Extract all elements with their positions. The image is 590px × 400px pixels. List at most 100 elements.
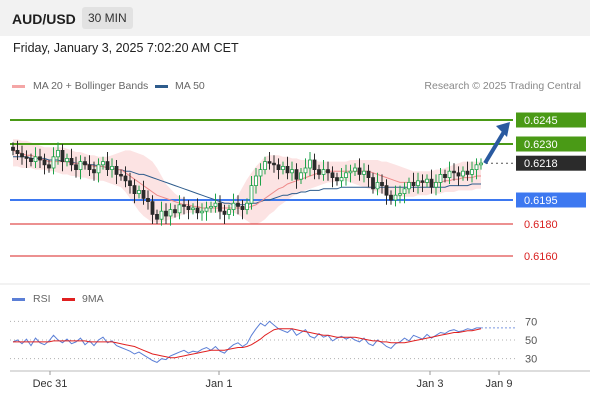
candle-body bbox=[375, 181, 380, 190]
x-tick-label: Jan 1 bbox=[206, 378, 233, 390]
candle-body bbox=[92, 169, 96, 174]
candle-body bbox=[218, 202, 222, 212]
candle-body bbox=[294, 169, 299, 180]
candle-body bbox=[164, 210, 168, 217]
candle-body bbox=[155, 213, 159, 220]
candle-body bbox=[326, 169, 330, 174]
candle-body bbox=[24, 156, 29, 159]
timestamp-label: Friday, January 3, 2025 7:02:20 AM CET bbox=[13, 41, 239, 55]
candle-body bbox=[182, 204, 186, 207]
candle-body bbox=[38, 156, 42, 161]
candle-body bbox=[119, 173, 123, 177]
candle-body bbox=[456, 172, 461, 177]
candle-body bbox=[371, 177, 375, 190]
candle-body bbox=[398, 193, 402, 196]
candle-body bbox=[479, 162, 483, 166]
candle-body bbox=[362, 170, 366, 175]
candle-body bbox=[159, 210, 164, 220]
candle-body bbox=[146, 197, 150, 202]
projection-arrow bbox=[483, 128, 507, 165]
price-tag-bg bbox=[516, 136, 586, 152]
rsi-9ma-line bbox=[13, 328, 482, 359]
candle-body bbox=[434, 181, 438, 188]
candle-body bbox=[443, 173, 447, 178]
candle-body bbox=[240, 205, 245, 210]
candle-body bbox=[465, 170, 470, 175]
candle-body bbox=[209, 205, 213, 209]
projection-arrowhead bbox=[496, 122, 510, 137]
candle-body bbox=[452, 170, 456, 174]
candle-body bbox=[366, 170, 371, 178]
ma50-legend-swatch bbox=[155, 85, 168, 88]
candle-body bbox=[357, 167, 362, 175]
ma50-legend-label: MA 50 bbox=[175, 80, 205, 92]
price-tag-bg bbox=[516, 192, 586, 208]
candle-body bbox=[87, 164, 92, 171]
x-tick-label: Jan 3 bbox=[417, 378, 444, 390]
price-tag-text: 0.6230 bbox=[524, 139, 558, 151]
ma9-legend-swatch bbox=[62, 298, 75, 301]
x-tick-label: Dec 31 bbox=[33, 378, 68, 390]
candle-body bbox=[69, 157, 74, 166]
candle-body bbox=[231, 202, 236, 210]
candle-body bbox=[429, 178, 434, 188]
candle-body bbox=[303, 167, 308, 174]
candle-body bbox=[393, 194, 398, 201]
candle-body bbox=[299, 172, 303, 180]
candle-body bbox=[281, 165, 285, 170]
candle-body bbox=[447, 170, 452, 178]
candle-body bbox=[78, 161, 83, 171]
instrument-title: AUD/USD bbox=[12, 11, 76, 27]
candle-body bbox=[339, 177, 344, 182]
rsi-legend-label: RSI bbox=[33, 293, 51, 305]
candle-body bbox=[96, 164, 101, 174]
candle-body bbox=[267, 161, 272, 164]
candle-body bbox=[177, 204, 182, 214]
candle-body bbox=[344, 172, 348, 179]
candle-body bbox=[317, 169, 321, 175]
candle-body bbox=[348, 170, 353, 174]
candle-body bbox=[245, 202, 249, 210]
candle-body bbox=[236, 202, 240, 207]
candle-body bbox=[74, 164, 78, 171]
candle-body bbox=[47, 164, 51, 169]
candle-body bbox=[114, 165, 119, 175]
candle-body bbox=[353, 167, 357, 172]
candle-body bbox=[438, 173, 443, 183]
candle-body bbox=[420, 180, 425, 183]
candle-body bbox=[258, 169, 263, 177]
candle-body bbox=[312, 159, 317, 171]
candle-body bbox=[137, 189, 141, 194]
candle-body bbox=[60, 149, 65, 162]
ma20-legend-label: MA 20 + Bollinger Bands bbox=[33, 80, 149, 92]
candle-body bbox=[11, 146, 15, 151]
candle-body bbox=[380, 181, 384, 186]
price-tag-bg bbox=[516, 155, 586, 171]
candle-body bbox=[425, 178, 429, 183]
candle-body bbox=[389, 194, 393, 201]
candle-body bbox=[186, 205, 191, 210]
candle-body bbox=[263, 161, 267, 171]
candle-body bbox=[272, 162, 276, 166]
candle-body bbox=[290, 169, 294, 174]
candle-body bbox=[204, 207, 209, 212]
header-bar: AUD/USD 30 MIN bbox=[0, 0, 590, 36]
candle-body bbox=[141, 189, 146, 199]
rsi-tick-70: 70 bbox=[525, 316, 537, 328]
candle-body bbox=[335, 177, 339, 182]
candle-body bbox=[227, 209, 231, 215]
credit-text: Research © 2025 Trading Central bbox=[424, 80, 581, 92]
candle-body bbox=[470, 169, 474, 175]
candle-body bbox=[308, 159, 312, 169]
candle-body bbox=[416, 180, 420, 187]
rsi-line bbox=[12, 320, 481, 363]
price-tag-text: 0.6160 bbox=[524, 251, 558, 263]
candle-body bbox=[105, 161, 110, 171]
price-label-0.6230: 0.6230 bbox=[516, 136, 586, 152]
candle-body bbox=[195, 207, 200, 214]
candle-body bbox=[20, 153, 24, 158]
price-label-0.6195: 0.6195 bbox=[516, 192, 586, 208]
candle-body bbox=[402, 188, 407, 195]
timeframe-selector[interactable]: 30 MIN bbox=[82, 7, 133, 29]
